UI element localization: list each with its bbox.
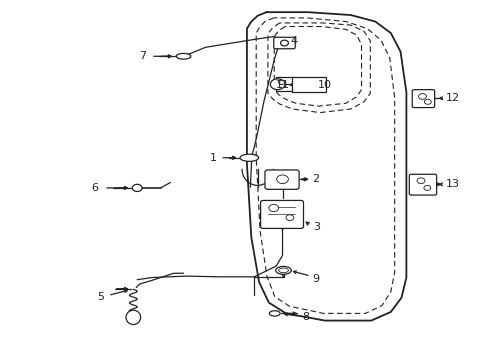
Circle shape (285, 215, 293, 221)
Circle shape (132, 184, 142, 192)
FancyBboxPatch shape (260, 201, 303, 228)
Circle shape (268, 204, 278, 212)
Text: 6: 6 (91, 183, 98, 193)
Text: 8: 8 (302, 312, 308, 322)
Circle shape (423, 185, 430, 190)
Ellipse shape (269, 311, 280, 316)
Ellipse shape (126, 310, 141, 324)
Text: 10: 10 (317, 80, 331, 90)
Circle shape (270, 79, 285, 90)
Text: 13: 13 (445, 179, 458, 189)
Ellipse shape (278, 268, 288, 273)
FancyBboxPatch shape (264, 170, 299, 189)
Text: 1: 1 (209, 153, 216, 163)
Circle shape (278, 80, 284, 85)
Text: 12: 12 (445, 93, 459, 103)
Circle shape (280, 40, 288, 46)
Circle shape (276, 175, 288, 184)
FancyBboxPatch shape (292, 77, 325, 92)
Text: 3: 3 (312, 222, 319, 232)
FancyBboxPatch shape (408, 174, 436, 195)
Text: 5: 5 (97, 292, 104, 302)
Ellipse shape (176, 53, 190, 59)
Ellipse shape (240, 154, 258, 161)
Text: 11: 11 (275, 80, 289, 90)
Text: 9: 9 (311, 274, 318, 284)
Circle shape (418, 94, 426, 99)
Circle shape (424, 99, 430, 104)
Ellipse shape (275, 266, 291, 274)
Text: 4: 4 (290, 36, 297, 46)
Text: 7: 7 (139, 51, 146, 61)
FancyBboxPatch shape (273, 37, 295, 49)
Circle shape (416, 178, 424, 184)
Text: 2: 2 (311, 174, 318, 184)
FancyBboxPatch shape (411, 90, 434, 108)
